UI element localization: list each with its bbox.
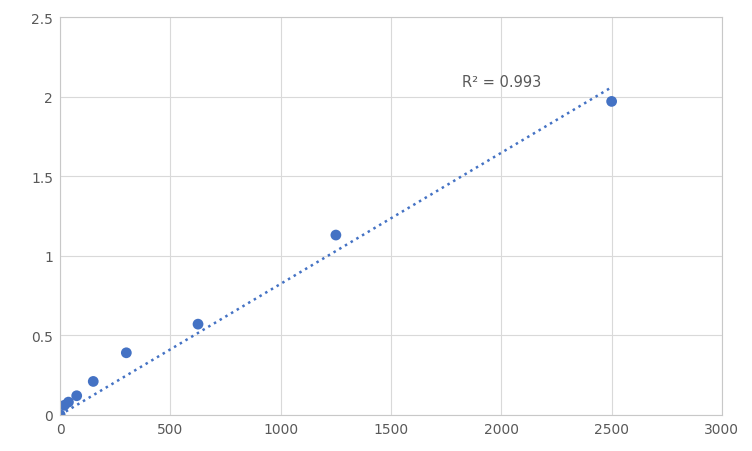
Point <box>192 321 204 328</box>
Text: R² = 0.993: R² = 0.993 <box>462 74 541 89</box>
Point <box>62 399 74 406</box>
Point <box>54 411 66 419</box>
Point <box>59 402 71 409</box>
Point <box>330 232 342 239</box>
Point <box>120 350 132 357</box>
Point <box>605 99 617 106</box>
Point <box>87 378 99 385</box>
Point <box>71 392 83 400</box>
